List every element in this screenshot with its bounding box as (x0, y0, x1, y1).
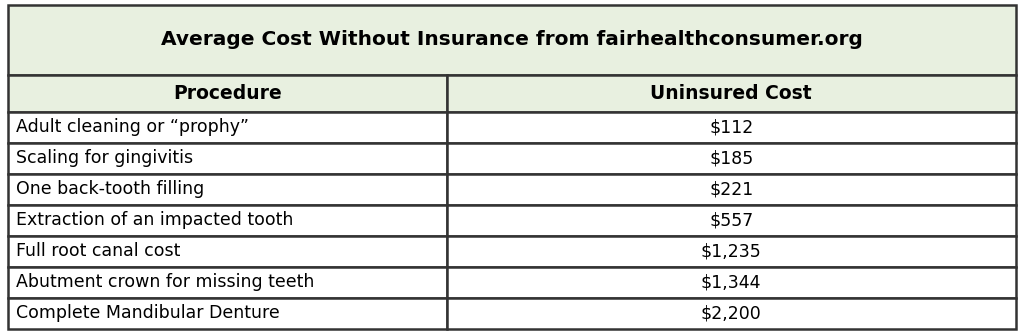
Bar (8, 5, 1016, 75)
Text: $112: $112 (709, 119, 754, 136)
Text: Complete Mandibular Denture: Complete Mandibular Denture (16, 305, 281, 323)
Bar (8, 205, 446, 236)
Text: $1,235: $1,235 (700, 242, 762, 261)
Bar (446, 267, 1016, 298)
Text: $557: $557 (709, 211, 754, 229)
Text: Full root canal cost: Full root canal cost (16, 242, 181, 261)
Text: Adult cleaning or “prophy”: Adult cleaning or “prophy” (16, 119, 250, 136)
Text: Extraction of an impacted tooth: Extraction of an impacted tooth (16, 211, 294, 229)
Bar (8, 174, 446, 205)
Text: Procedure: Procedure (173, 84, 282, 103)
Text: Scaling for gingivitis: Scaling for gingivitis (16, 149, 194, 167)
Bar (446, 75, 1016, 112)
Bar (8, 267, 446, 298)
Text: $185: $185 (709, 149, 754, 167)
Bar (446, 143, 1016, 174)
Bar (8, 143, 446, 174)
Bar (8, 75, 446, 112)
Text: $1,344: $1,344 (700, 274, 762, 292)
Bar (446, 236, 1016, 267)
Bar (8, 298, 446, 329)
Bar (446, 298, 1016, 329)
Text: $2,200: $2,200 (700, 305, 762, 323)
Bar (446, 112, 1016, 143)
Text: Abutment crown for missing teeth: Abutment crown for missing teeth (16, 274, 314, 292)
Text: Uninsured Cost: Uninsured Cost (650, 84, 812, 103)
Text: One back-tooth filling: One back-tooth filling (16, 180, 205, 198)
Bar (446, 205, 1016, 236)
Bar (8, 236, 446, 267)
Bar (446, 174, 1016, 205)
Bar (8, 112, 446, 143)
Text: $221: $221 (709, 180, 754, 198)
Text: Average Cost Without Insurance from fairhealthconsumer.org: Average Cost Without Insurance from fair… (161, 30, 863, 49)
